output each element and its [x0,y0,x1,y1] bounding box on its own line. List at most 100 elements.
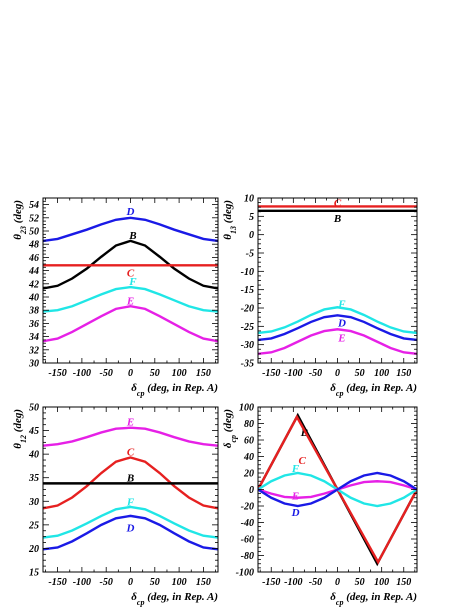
y-tick-label: 36 [28,319,39,330]
x-tick-label: 0 [335,577,340,588]
y-tick-label: 10 [244,194,254,205]
y-tick-label: 45 [28,426,39,437]
series-line-E [258,328,417,356]
x-tick-label: 100 [172,577,187,588]
x-tick-label: -150 [262,577,280,588]
series-label-B: B [300,427,308,439]
y-tick-label: 20 [243,469,254,480]
y-tick-label: -20 [241,502,254,513]
series-label-E: E [337,332,345,344]
y-tick-label: 0 [249,230,254,241]
x-tick-label: -100 [284,368,302,379]
x-tick-label: 100 [374,577,389,588]
x-tick-label: 0 [128,368,133,379]
series-label-E: E [126,417,134,429]
x-tick-label: 0 [128,577,133,588]
series-label-C: C [127,446,135,458]
series-line-D [43,514,218,551]
y-tick-label: 40 [28,293,39,304]
series-line-D [43,216,218,243]
series-line-D [258,471,417,508]
y-tick-label: 30 [28,359,39,370]
x-tick-label: 50 [150,577,160,588]
x-tick-label: -150 [48,368,66,379]
y-tick-label: 20 [28,544,39,555]
x-tick-label: -50 [309,577,322,588]
y-tick-label: -5 [246,249,254,260]
series-label-D: D [126,523,135,535]
panel-p3: E C BF D -150 -100 -50 0 50 100 150 15 20 25 30 35 40 45 5… [12,403,219,607]
y-tick-label: 30 [28,497,39,508]
y-tick-label: 80 [244,419,254,430]
series-line-C [43,456,218,510]
y-tick-label: 50 [29,227,39,238]
y-tick-label: 46 [28,253,39,264]
panel-p4: B CF ED -150 -100 -50 0 50 100 150 -100 -80 -60 -40 -2… [222,403,418,607]
series-line-E [43,426,218,447]
y-tick-label: -100 [236,568,254,579]
y-tick-label: 52 [29,213,39,224]
series-line-D [258,314,417,342]
series-label-C: C [298,455,306,467]
y-tick-label: -20 [241,304,254,315]
x-tick-label: 100 [374,368,389,379]
x-axis-label: δcp (deg, in Rep. A) [131,382,218,398]
y-tick-label: 40 [28,450,39,461]
series-label-F: F [128,276,137,288]
y-axis-label: δcp (deg) [222,409,238,448]
y-tick-label: 100 [239,403,254,414]
x-tick-label: -50 [100,368,113,379]
y-tick-label: -80 [241,551,254,562]
series-label-C: C [127,268,135,280]
y-tick-label: -10 [241,267,254,278]
y-tick-label: 42 [28,279,39,290]
series-label-D: D [126,206,135,218]
series-label-D: D [291,507,300,519]
x-axis-label: δcp (deg, in Rep. A) [330,591,417,607]
y-tick-label: 15 [29,568,39,579]
x-tick-label: 150 [396,368,411,379]
x-axis-label: δcp (deg, in Rep. A) [330,382,417,398]
y-tick-label: 34 [28,332,39,343]
series-label-D: D [337,317,346,329]
y-tick-label: -25 [241,322,254,333]
x-tick-label: 150 [196,368,211,379]
x-tick-label: 100 [172,368,187,379]
x-tick-label: 150 [396,577,411,588]
y-axis-label: θ13 (deg) [222,200,238,240]
y-tick-label: 35 [28,473,39,484]
series-label-C: C [334,197,342,209]
series-line-F [43,505,218,539]
y-tick-label: -15 [241,285,254,296]
x-tick-label: -150 [48,577,66,588]
series-line-F [258,306,417,335]
x-tick-label: -100 [284,577,302,588]
y-tick-label: -30 [241,340,254,351]
y-axis-label: θ12 (deg) [12,409,28,449]
series-line-E [43,305,218,343]
y-tick-label: 60 [244,436,254,447]
y-tick-label: 5 [249,212,254,223]
series-label-B: B [128,230,136,242]
x-tick-label: 0 [335,368,340,379]
series-label-E: E [126,295,134,307]
y-tick-label: 44 [28,266,39,277]
x-tick-label: 150 [196,577,211,588]
x-tick-label: 50 [150,368,160,379]
panel-p1: DB CFE -150 -100 -50 0 50 100 150 30 32 34 36 38 40 42 4… [12,197,219,398]
y-tick-label: 48 [28,240,39,251]
y-tick-label: 50 [29,403,39,414]
x-tick-label: 50 [355,368,365,379]
y-tick-label: 54 [29,200,39,211]
series-line-B [43,239,218,290]
x-tick-label: -50 [309,368,322,379]
y-tick-label: 40 [243,452,254,463]
y-axis-label: θ23 (deg) [12,200,28,240]
x-tick-label: -50 [100,577,113,588]
y-tick-label: 32 [28,345,39,356]
y-tick-label: -60 [241,535,254,546]
plot-frame [42,406,219,573]
series-label-B: B [333,213,341,225]
y-tick-label: 0 [249,485,254,496]
series-label-E: E [291,490,299,502]
